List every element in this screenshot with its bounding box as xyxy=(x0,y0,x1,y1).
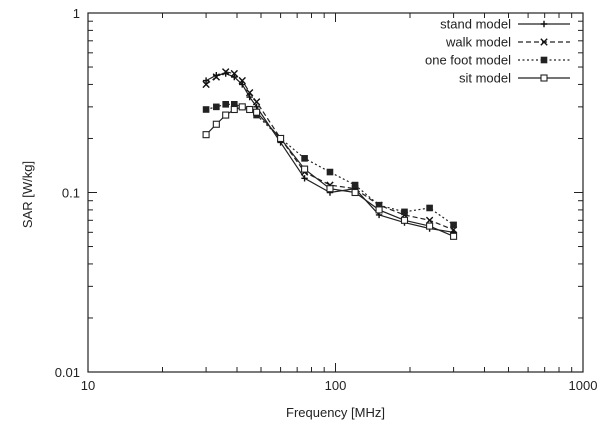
data-point-one-foot-model xyxy=(326,168,334,176)
legend-label: walk model xyxy=(445,35,511,50)
data-point-walk-model xyxy=(212,73,221,81)
data-point-stand-model xyxy=(231,73,238,81)
x-tick-label: 100 xyxy=(325,378,347,393)
data-point-sit-model xyxy=(351,188,359,197)
axis-tick-labels: 10 100 1000 0.01 0.1 1 xyxy=(55,6,598,393)
data-point-sit-model xyxy=(400,216,409,224)
legend-label: stand model xyxy=(440,17,511,32)
data-point-one-foot-model xyxy=(401,208,408,216)
x-tick-label: 10 xyxy=(81,378,95,393)
y-tick-label: 0.1 xyxy=(62,186,80,201)
x-axis-title: Frequency [MHz] xyxy=(286,405,385,420)
series-line-walk-model xyxy=(205,71,454,231)
data-point-stand-model xyxy=(239,81,246,88)
data-point-sit-model xyxy=(301,165,309,173)
data-point-stand-model xyxy=(202,77,210,84)
legend-swatch-marker xyxy=(540,38,548,46)
data-point-sit-model xyxy=(426,222,434,230)
legend-entry-sit-model: sit model xyxy=(459,71,570,86)
data-point-stand-model xyxy=(301,175,308,182)
data-point-one-foot-model xyxy=(426,204,433,212)
y-tick-label: 1 xyxy=(73,6,80,21)
y-tick-label: 0.01 xyxy=(55,365,80,380)
data-point-one-foot-model xyxy=(351,181,359,189)
series-stand-model xyxy=(202,70,457,236)
data-point-sit-model xyxy=(202,131,210,139)
data-point-walk-model xyxy=(425,216,434,224)
data-point-sit-model xyxy=(212,120,220,128)
series-line-one-foot-model xyxy=(205,103,454,226)
data-point-sit-model xyxy=(230,105,238,114)
data-point-walk-model xyxy=(238,76,246,85)
data-point-sit-model xyxy=(253,108,261,116)
legend-label: one foot model xyxy=(425,53,511,68)
data-point-sit-model xyxy=(246,105,254,114)
data-point-walk-model xyxy=(252,98,261,106)
series-walk-model xyxy=(202,68,458,234)
data-point-one-foot-model xyxy=(202,106,210,113)
data-point-one-foot-model xyxy=(213,103,220,111)
axis-ticks xyxy=(87,13,583,373)
legend-swatch-marker xyxy=(540,56,548,64)
legend-entry-stand-model: stand model xyxy=(440,17,570,32)
y-axis-title: SAR [W/kg] xyxy=(20,161,35,228)
data-point-sit-model xyxy=(450,232,458,240)
series-sit-model xyxy=(202,103,458,240)
legend-label: sit model xyxy=(459,71,511,86)
data-point-sit-model xyxy=(277,134,285,143)
data-point-one-foot-model xyxy=(222,101,229,108)
data-point-sit-model xyxy=(238,103,246,111)
data-point-walk-model xyxy=(230,69,238,78)
data-point-one-foot-model xyxy=(301,155,308,162)
data-point-sit-model xyxy=(375,206,383,214)
x-tick-label: 1000 xyxy=(569,378,598,393)
legend-entry-one-foot-model: one foot model xyxy=(425,53,570,68)
series-layer xyxy=(202,68,458,240)
series-line-stand-model xyxy=(205,72,454,233)
legend-swatch-marker xyxy=(540,74,548,82)
data-point-one-foot-model xyxy=(450,221,457,229)
data-point-walk-model xyxy=(202,80,210,89)
legend-entry-walk-model: walk model xyxy=(445,35,570,50)
series-one-foot-model xyxy=(202,101,457,229)
data-point-sit-model xyxy=(326,185,334,193)
legend: stand model walk model one foot model sit m… xyxy=(425,17,570,86)
legend-swatch-marker xyxy=(540,20,548,28)
data-point-walk-model xyxy=(245,88,254,97)
data-point-stand-model xyxy=(246,93,253,101)
data-point-walk-model xyxy=(221,68,230,76)
data-point-sit-model xyxy=(222,111,230,119)
